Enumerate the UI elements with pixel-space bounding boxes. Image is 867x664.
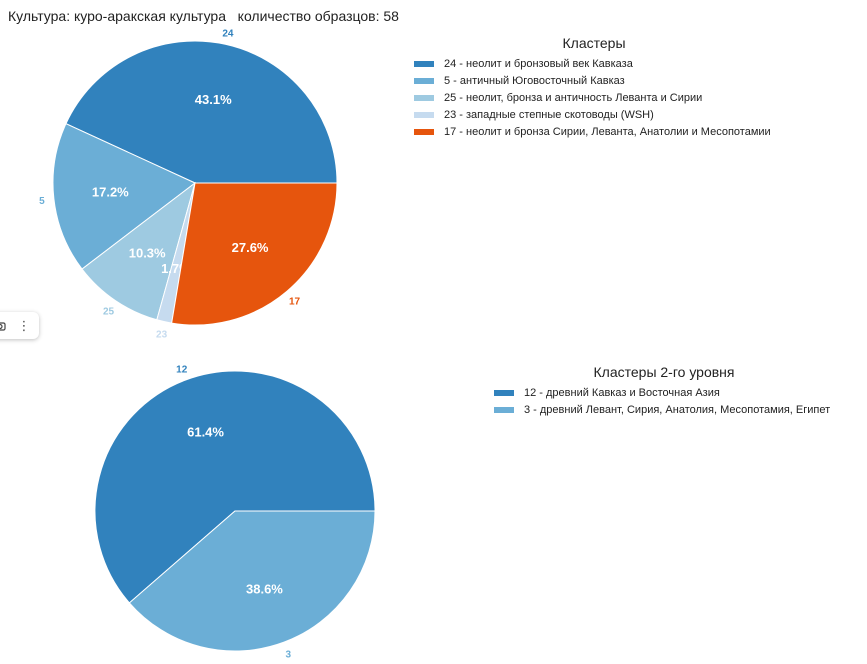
camera-icon-glyph [0,321,6,331]
legend-title: Кластеры 2-го уровня [593,364,735,380]
pie-slice-12[interactable] [94,370,376,604]
slice-id-label: 25 [103,306,115,317]
legend-swatch [494,406,514,413]
legend-item-23[interactable]: 23 - западные степные скотоводы (WSH) [414,106,794,123]
pie-slice-25[interactable] [81,181,196,321]
slice-id-label: 24 [222,29,234,40]
legend-swatch [494,389,514,396]
legend-item-17[interactable]: 17 - неолит и бронза Сирии, Леванта, Ана… [414,123,794,140]
page-title: Культура: куро-аракская культура количес… [8,8,399,24]
legend-title: Кластеры [562,35,626,51]
legend-label: 23 - западные степные скотоводы (WSH) [444,108,654,121]
pie-slice-24[interactable] [65,40,338,184]
legend-item-5[interactable]: 5 - античный Юговосточный Кавказ [414,72,794,89]
pie-slice-17[interactable] [171,182,338,326]
legend-label: 25 - неолит, бронза и античность Леванта… [444,91,703,104]
slice-percent-label: 43.1% [195,92,232,107]
legend-label: 5 - античный Юговосточный Кавказ [444,74,625,87]
legend-swatch [414,77,434,84]
pie-slice-3[interactable] [128,510,376,652]
slice-id-label: 5 [39,196,45,207]
more-options-icon[interactable]: ⋮ [17,317,31,333]
legend-swatch [414,60,434,67]
slice-id-label: 17 [289,297,301,308]
pie-slice-5[interactable] [52,123,196,270]
legend-swatch [414,94,434,101]
camera-icon[interactable] [0,312,12,339]
legend-item-24[interactable]: 24 - неолит и бронзовый век Кавказа [414,55,794,72]
chart-toolbar: ⋮ [0,312,39,339]
slice-percent-label: 27.6% [232,240,269,255]
pie-chart-clusters-level2: 61.4% 12 38.6% 3 [94,365,376,660]
legend-clusters: Кластеры 24 - неолит и бронзовый век Кав… [414,35,794,140]
slice-percent-label: 61.4% [187,424,224,439]
legend-label: 12 - древний Кавказ и Восточная Азия [524,386,720,399]
legend-item-25[interactable]: 25 - неолит, бронза и античность Леванта… [414,89,794,106]
slice-percent-label: 38.6% [246,582,283,597]
slice-id-label: 12 [176,365,188,376]
legend-swatch [414,128,434,135]
legend-label: 3 - древний Левант, Сирия, Анатолия, Мес… [524,403,831,416]
slice-id-label: 3 [285,649,291,660]
legend-label: 24 - неолит и бронзовый век Кавказа [444,57,633,70]
slice-percent-label: 10.3% [129,246,166,261]
legend-clusters-level2: Кластеры 2-го уровня 12 - древний Кавказ… [494,364,854,418]
legend-item-3[interactable]: 3 - древний Левант, Сирия, Анатолия, Мес… [494,401,854,418]
slice-percent-label: 17.2% [92,184,129,199]
legend-item-12[interactable]: 12 - древний Кавказ и Восточная Азия [494,384,854,401]
slice-id-label: 23 [156,329,168,340]
legend-label: 17 - неолит и бронза Сирии, Леванта, Ана… [444,125,771,138]
legend-swatch [414,111,434,118]
